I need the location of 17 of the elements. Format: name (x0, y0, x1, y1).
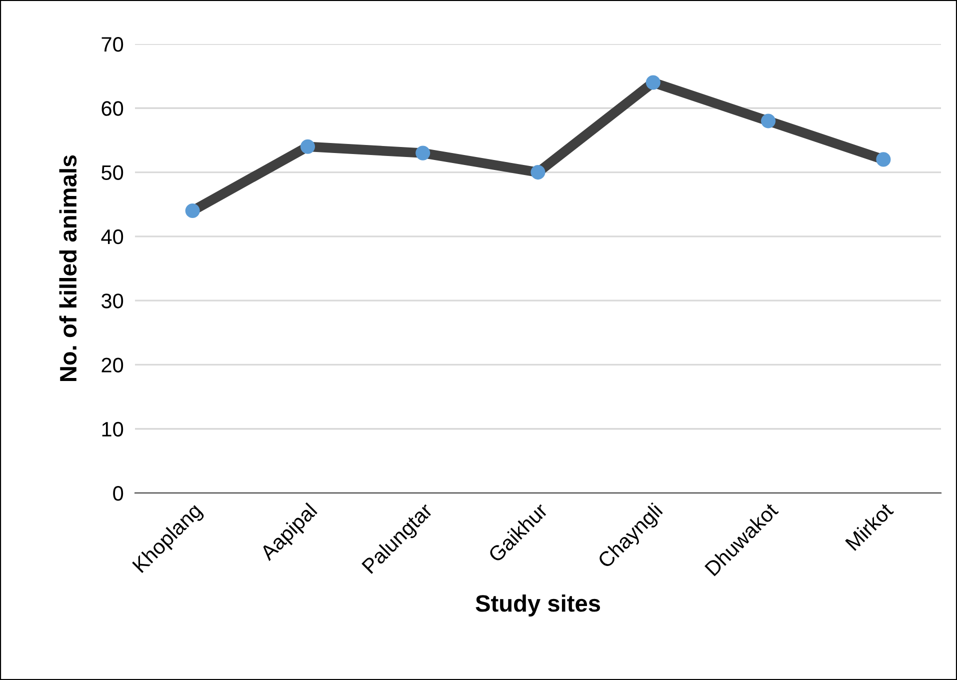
y-tick-label: 60 (102, 101, 124, 116)
y-tick-label: 0 (113, 486, 124, 501)
point (761, 114, 776, 128)
point (646, 75, 660, 90)
y-tick-label: 30 (102, 294, 124, 308)
point (530, 165, 546, 180)
y-tick-label: 50 (102, 165, 124, 180)
point (300, 139, 315, 154)
point (876, 152, 891, 167)
y-tick-label: 40 (101, 229, 124, 244)
y-tick-label: 10 (102, 422, 124, 437)
x-axis-title: Study sites (476, 594, 600, 616)
y-tick-label: 20 (102, 358, 124, 372)
point (185, 203, 200, 218)
y-axis-title: No. of killed animals (59, 155, 77, 382)
point (416, 146, 430, 160)
y-tick-label: 70 (102, 37, 124, 52)
